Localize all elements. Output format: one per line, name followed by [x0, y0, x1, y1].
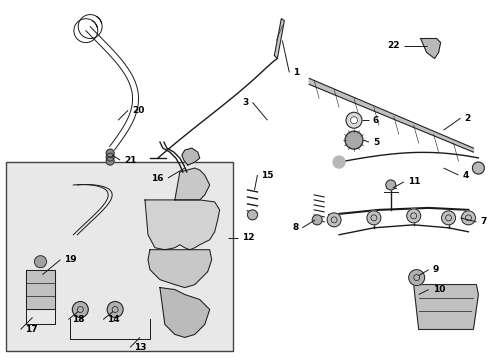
Text: 12: 12	[241, 233, 254, 242]
Circle shape	[385, 180, 395, 190]
Circle shape	[247, 210, 257, 220]
Text: 10: 10	[432, 285, 444, 294]
Text: 22: 22	[386, 41, 399, 50]
Text: 6: 6	[372, 116, 378, 125]
Circle shape	[106, 153, 114, 161]
Text: 5: 5	[372, 138, 378, 147]
Circle shape	[326, 213, 340, 227]
Circle shape	[107, 302, 123, 318]
Circle shape	[441, 211, 455, 225]
Circle shape	[408, 270, 424, 285]
Polygon shape	[274, 19, 284, 58]
Text: 9: 9	[432, 265, 438, 274]
Circle shape	[366, 211, 380, 225]
Text: 1: 1	[293, 68, 299, 77]
Circle shape	[72, 302, 88, 318]
Polygon shape	[148, 250, 211, 288]
Circle shape	[406, 209, 420, 223]
Circle shape	[346, 112, 361, 128]
Text: 20: 20	[132, 106, 144, 115]
Text: 19: 19	[64, 255, 77, 264]
FancyBboxPatch shape	[6, 162, 232, 351]
Polygon shape	[25, 270, 55, 310]
Circle shape	[461, 211, 474, 225]
Polygon shape	[160, 288, 209, 337]
Text: 15: 15	[261, 171, 273, 180]
Circle shape	[311, 215, 322, 225]
Circle shape	[350, 117, 357, 124]
Text: 13: 13	[134, 343, 146, 352]
Circle shape	[471, 162, 484, 174]
Text: 4: 4	[462, 171, 468, 180]
Polygon shape	[175, 168, 209, 200]
Polygon shape	[145, 200, 219, 250]
Text: 14: 14	[107, 315, 120, 324]
Text: 18: 18	[72, 315, 85, 324]
Text: 8: 8	[291, 223, 298, 232]
Text: 21: 21	[124, 156, 136, 165]
Polygon shape	[413, 285, 477, 329]
Polygon shape	[420, 39, 440, 58]
Polygon shape	[308, 78, 472, 152]
Text: 3: 3	[242, 98, 248, 107]
Text: 2: 2	[464, 114, 470, 123]
Circle shape	[106, 149, 114, 157]
Polygon shape	[182, 148, 199, 165]
Text: 7: 7	[479, 217, 486, 226]
Text: 17: 17	[24, 325, 37, 334]
Circle shape	[106, 157, 114, 165]
Text: 16: 16	[151, 174, 163, 183]
Circle shape	[345, 131, 362, 149]
Text: 11: 11	[407, 177, 419, 186]
Circle shape	[35, 256, 46, 268]
Circle shape	[332, 156, 345, 168]
